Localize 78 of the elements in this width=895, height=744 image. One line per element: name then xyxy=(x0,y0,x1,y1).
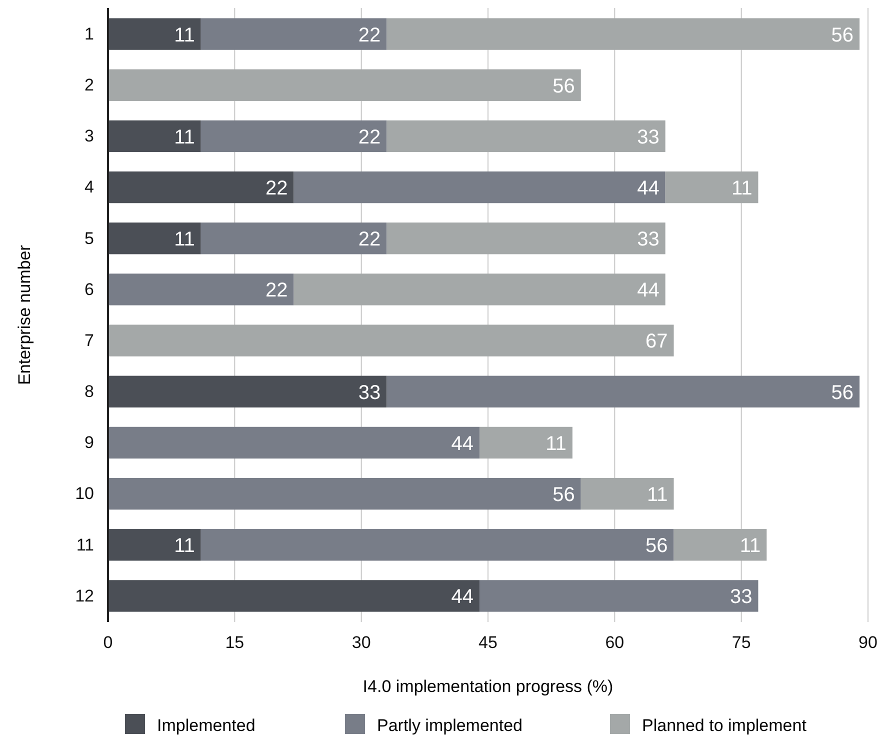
data-label: 44 xyxy=(451,432,474,455)
y-tick-label: 6 xyxy=(84,280,94,299)
bar xyxy=(386,120,666,152)
data-label: 11 xyxy=(546,432,566,455)
bar xyxy=(108,274,294,306)
bar xyxy=(108,171,294,204)
bar xyxy=(108,376,387,408)
data-label: 56 xyxy=(646,535,668,558)
data-label: 33 xyxy=(358,382,381,404)
data-label: 22 xyxy=(358,228,381,251)
data-label: 11 xyxy=(174,228,195,251)
bar xyxy=(580,478,674,510)
x-tick-label: 15 xyxy=(225,633,244,652)
bar xyxy=(108,426,480,459)
y-tick-label: 1 xyxy=(84,24,94,44)
x-tick-label: 75 xyxy=(732,633,751,652)
data-label: 44 xyxy=(637,177,660,200)
data-label: 11 xyxy=(174,24,195,46)
data-label: 56 xyxy=(552,75,575,98)
data-label: 11 xyxy=(740,535,761,558)
bar xyxy=(200,222,387,254)
bar xyxy=(200,18,387,50)
bar xyxy=(294,171,666,204)
legend-label: Implemented xyxy=(157,716,256,735)
y-tick-label: 8 xyxy=(84,382,94,402)
x-tick-label: 30 xyxy=(352,633,371,652)
data-label: 44 xyxy=(637,280,660,302)
bar xyxy=(665,171,758,204)
legend-label: Partly implemented xyxy=(377,716,523,735)
bar xyxy=(200,529,674,561)
y-axis-title: Enterprise number xyxy=(15,244,34,385)
y-tick-label: 11 xyxy=(76,535,94,554)
data-label: 33 xyxy=(637,126,660,148)
data-label: 11 xyxy=(647,484,668,506)
bar xyxy=(200,120,387,152)
data-label: 22 xyxy=(266,280,288,302)
bar xyxy=(108,529,201,561)
legend-label: Planned to implement xyxy=(642,716,807,735)
data-label: 11 xyxy=(174,126,195,148)
y-tick-label: 2 xyxy=(84,76,94,95)
bar xyxy=(108,120,201,152)
bar xyxy=(294,274,666,306)
data-label: 44 xyxy=(451,586,474,608)
data-label: 11 xyxy=(174,535,195,558)
x-axis-title: I4.0 implementation progress (%) xyxy=(362,677,614,696)
bar xyxy=(108,324,674,356)
y-tick-label: 9 xyxy=(84,433,94,452)
bar xyxy=(480,426,572,459)
bar xyxy=(108,69,581,101)
y-tick-label: 4 xyxy=(84,178,94,197)
bar xyxy=(386,222,666,254)
bar xyxy=(480,580,758,612)
data-label: 56 xyxy=(831,24,854,46)
x-tick-label: 0 xyxy=(103,633,113,652)
x-tick-label: 90 xyxy=(858,633,878,652)
bar xyxy=(108,18,201,50)
data-label: 33 xyxy=(730,586,752,608)
data-label: 22 xyxy=(358,126,381,148)
x-tick-label: 60 xyxy=(605,633,624,652)
data-label: 22 xyxy=(266,177,288,200)
data-label: 56 xyxy=(552,484,575,506)
y-tick-label: 5 xyxy=(84,228,94,248)
y-tick-label: 10 xyxy=(75,484,94,504)
data-label: 67 xyxy=(646,330,668,353)
bar xyxy=(674,529,767,561)
data-label: 11 xyxy=(731,177,752,200)
bar xyxy=(386,376,860,408)
data-label: 33 xyxy=(637,228,660,251)
data-label: 22 xyxy=(358,24,381,46)
bar xyxy=(108,222,201,254)
y-tick-label: 3 xyxy=(84,126,94,146)
bar xyxy=(108,580,480,612)
bar xyxy=(108,478,581,510)
data-label: 56 xyxy=(831,382,854,404)
x-tick-label: 45 xyxy=(478,633,498,652)
y-tick-label: 7 xyxy=(84,330,94,350)
y-tick-label: 12 xyxy=(75,586,94,606)
bar xyxy=(386,18,860,50)
